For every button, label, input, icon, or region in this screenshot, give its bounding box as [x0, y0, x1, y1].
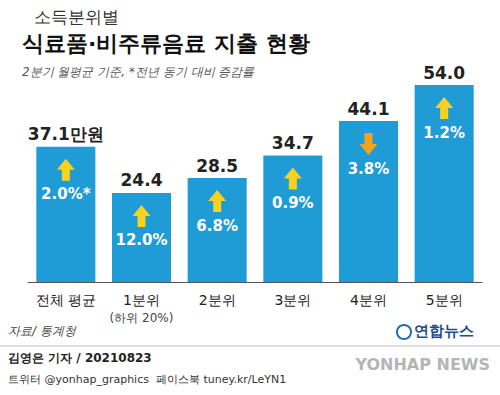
svg-text:6.8%: 6.8%	[196, 217, 238, 235]
svg-text:1.2%: 1.2%	[423, 124, 465, 142]
svg-text:3분위: 3분위	[274, 292, 311, 308]
svg-text:24.4: 24.4	[121, 170, 163, 190]
svg-text:12.0%: 12.0%	[115, 231, 167, 249]
svg-text:YONHAP NEWS: YONHAP NEWS	[354, 355, 490, 374]
svg-text:28.5: 28.5	[196, 156, 238, 176]
svg-text:0.9%: 0.9%	[272, 194, 314, 212]
svg-text:1분위: 1분위	[123, 292, 160, 308]
svg-text:소득분위별: 소득분위별	[34, 7, 119, 27]
svg-text:37.1만원: 37.1만원	[28, 124, 104, 144]
svg-text:3.8%: 3.8%	[348, 160, 390, 178]
svg-text:전체 평균: 전체 평균	[36, 292, 96, 308]
svg-text:(하위 20%): (하위 20%)	[110, 311, 174, 325]
svg-text:54.0: 54.0	[423, 63, 465, 83]
svg-text:2분위: 2분위	[199, 292, 236, 308]
svg-text:2.0%*: 2.0%*	[41, 185, 91, 203]
svg-text:트위터 @yonhap_graphics 페이스북 tun: 트위터 @yonhap_graphics 페이스북 tuney.kr/LeYN1	[8, 373, 286, 386]
svg-text:2분기 월평균 기준, *전년 동기 대비 증감률: 2분기 월평균 기준, *전년 동기 대비 증감률	[22, 65, 255, 79]
svg-text:5분위: 5분위	[426, 292, 463, 308]
svg-text:자료/ 통계청: 자료/ 통계청	[8, 324, 77, 338]
svg-text:44.1: 44.1	[348, 99, 390, 119]
svg-text:연합뉴스: 연합뉴스	[414, 322, 474, 340]
svg-text:4분위: 4분위	[350, 292, 387, 308]
svg-text:34.7: 34.7	[272, 133, 314, 153]
svg-text:식료품·비주류음료 지출 현황: 식료품·비주류음료 지출 현황	[22, 31, 310, 56]
svg-text:김영은 기자 / 20210823: 김영은 기자 / 20210823	[8, 351, 152, 365]
